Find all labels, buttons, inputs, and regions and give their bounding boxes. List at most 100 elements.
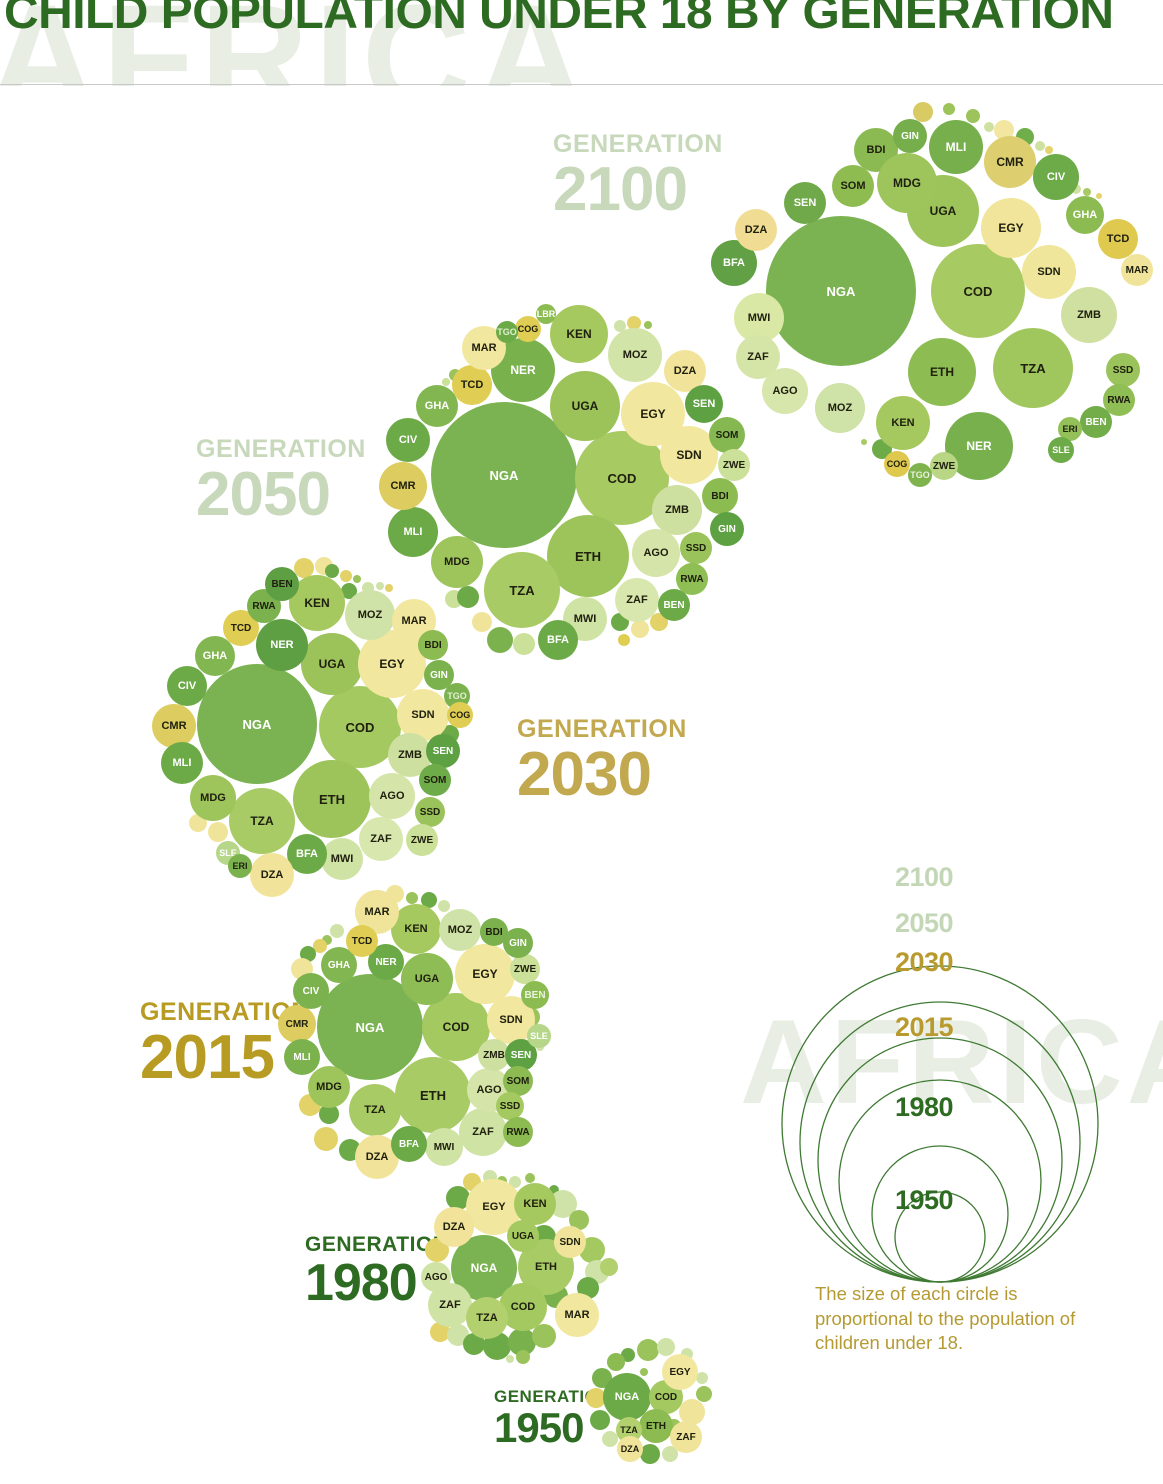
country-bubble-small[interactable] bbox=[325, 564, 339, 578]
country-bubble-MDG[interactable]: MDG bbox=[190, 775, 236, 821]
country-bubble-small[interactable] bbox=[516, 1350, 530, 1364]
country-bubble-small[interactable] bbox=[463, 1333, 485, 1355]
country-bubble-TZA[interactable]: TZA bbox=[349, 1084, 401, 1136]
country-bubble-BEN[interactable]: BEN bbox=[658, 589, 690, 621]
country-bubble-COD[interactable]: COD bbox=[319, 686, 401, 768]
country-bubble-MOZ[interactable]: MOZ bbox=[345, 590, 395, 640]
country-bubble-SOM[interactable]: SOM bbox=[419, 764, 451, 796]
country-bubble-COG[interactable]: COG bbox=[884, 451, 910, 477]
country-bubble-small[interactable] bbox=[294, 558, 314, 578]
country-bubble-SLE[interactable]: SLE bbox=[527, 1024, 551, 1048]
country-bubble-small[interactable] bbox=[506, 1355, 514, 1363]
country-bubble-AGO[interactable]: AGO bbox=[421, 1262, 451, 1292]
country-bubble-EGY[interactable]: EGY bbox=[981, 198, 1041, 258]
country-bubble-small[interactable] bbox=[614, 320, 626, 332]
country-bubble-MLI[interactable]: MLI bbox=[388, 507, 438, 557]
country-bubble-TZA[interactable]: TZA bbox=[466, 1297, 508, 1339]
country-bubble-small[interactable] bbox=[487, 627, 513, 653]
country-bubble-MOZ[interactable]: MOZ bbox=[439, 909, 481, 951]
country-bubble-small[interactable] bbox=[984, 122, 994, 132]
country-bubble-TCD[interactable]: TCD bbox=[452, 365, 492, 405]
country-bubble-GHA[interactable]: GHA bbox=[416, 385, 458, 427]
country-bubble-small[interactable] bbox=[421, 892, 437, 908]
country-bubble-ZMB[interactable]: ZMB bbox=[652, 485, 702, 535]
country-bubble-DZA[interactable]: DZA bbox=[434, 1207, 474, 1247]
country-bubble-MLI[interactable]: MLI bbox=[161, 742, 203, 784]
country-bubble-MAR[interactable]: MAR bbox=[555, 1293, 599, 1337]
country-bubble-MDG[interactable]: MDG bbox=[308, 1066, 350, 1108]
country-bubble-CIV[interactable]: CIV bbox=[1033, 154, 1079, 200]
country-bubble-ZAF[interactable]: ZAF bbox=[359, 817, 403, 861]
country-bubble-MWI[interactable]: MWI bbox=[321, 838, 363, 880]
country-bubble-UGA[interactable]: UGA bbox=[507, 1220, 539, 1252]
country-bubble-SSD[interactable]: SSD bbox=[415, 797, 445, 827]
country-bubble-BEN[interactable]: BEN bbox=[521, 981, 549, 1009]
country-bubble-TGO[interactable]: TGO bbox=[496, 321, 518, 343]
country-bubble-SLE[interactable]: SLE bbox=[1048, 437, 1074, 463]
country-bubble-GHA[interactable]: GHA bbox=[1066, 196, 1104, 234]
country-bubble-small[interactable] bbox=[994, 120, 1014, 140]
country-bubble-small[interactable] bbox=[406, 892, 418, 904]
country-bubble-LBR[interactable]: LBR bbox=[536, 304, 556, 324]
country-bubble-small[interactable] bbox=[627, 316, 641, 330]
country-bubble-small[interactable] bbox=[637, 1339, 659, 1361]
country-bubble-AGO[interactable]: AGO bbox=[632, 529, 680, 577]
country-bubble-ZWE[interactable]: ZWE bbox=[406, 824, 438, 856]
country-bubble-SDN[interactable]: SDN bbox=[397, 689, 449, 741]
country-bubble-MLI[interactable]: MLI bbox=[929, 120, 983, 174]
country-bubble-TGO[interactable]: TGO bbox=[908, 463, 932, 487]
country-bubble-small[interactable] bbox=[590, 1410, 610, 1430]
country-bubble-small[interactable] bbox=[1035, 141, 1045, 151]
country-bubble-ZWE[interactable]: ZWE bbox=[510, 954, 540, 984]
country-bubble-small[interactable] bbox=[1045, 146, 1053, 154]
country-bubble-MLI[interactable]: MLI bbox=[284, 1039, 320, 1075]
country-bubble-small[interactable] bbox=[532, 1324, 556, 1348]
country-bubble-BEN[interactable]: BEN bbox=[265, 567, 299, 601]
country-bubble-small[interactable] bbox=[657, 1338, 675, 1356]
country-bubble-CMR[interactable]: CMR bbox=[379, 462, 427, 510]
country-bubble-RWA[interactable]: RWA bbox=[503, 1117, 533, 1147]
country-bubble-DZA[interactable]: DZA bbox=[250, 853, 294, 897]
country-bubble-TCD[interactable]: TCD bbox=[346, 925, 378, 957]
country-bubble-small[interactable] bbox=[644, 321, 652, 329]
country-bubble-small[interactable] bbox=[1096, 193, 1102, 199]
country-bubble-small[interactable] bbox=[640, 1444, 660, 1464]
country-bubble-MWI[interactable]: MWI bbox=[425, 1128, 463, 1166]
country-bubble-small[interactable] bbox=[618, 634, 630, 646]
country-bubble-ZAF[interactable]: ZAF bbox=[615, 578, 659, 622]
country-bubble-SDN[interactable]: SDN bbox=[1022, 245, 1076, 299]
country-bubble-small[interactable] bbox=[913, 102, 933, 122]
country-bubble-small[interactable] bbox=[457, 586, 479, 608]
country-bubble-small[interactable] bbox=[640, 1368, 648, 1376]
country-bubble-DZA[interactable]: DZA bbox=[617, 1436, 643, 1462]
country-bubble-GIN[interactable]: GIN bbox=[893, 119, 927, 153]
country-bubble-small[interactable] bbox=[696, 1372, 708, 1384]
country-bubble-EGY[interactable]: EGY bbox=[662, 1354, 698, 1390]
country-bubble-small[interactable] bbox=[631, 620, 649, 638]
country-bubble-UGA[interactable]: UGA bbox=[550, 371, 620, 441]
country-bubble-small[interactable] bbox=[525, 1173, 535, 1183]
country-bubble-MOZ[interactable]: MOZ bbox=[608, 328, 662, 382]
country-bubble-small[interactable] bbox=[586, 1388, 606, 1408]
country-bubble-ZWE[interactable]: ZWE bbox=[930, 452, 958, 480]
country-bubble-SSD[interactable]: SSD bbox=[680, 532, 712, 564]
country-bubble-small[interactable] bbox=[313, 939, 327, 953]
country-bubble-small[interactable] bbox=[966, 109, 980, 123]
country-bubble-small[interactable] bbox=[607, 1353, 625, 1371]
country-bubble-small[interactable] bbox=[662, 1446, 678, 1462]
country-bubble-ETH[interactable]: ETH bbox=[395, 1057, 471, 1133]
country-bubble-small[interactable] bbox=[319, 1104, 339, 1124]
country-bubble-DZA[interactable]: DZA bbox=[735, 209, 777, 251]
country-bubble-small[interactable] bbox=[322, 935, 332, 945]
country-bubble-KEN[interactable]: KEN bbox=[514, 1183, 556, 1225]
country-bubble-BFA[interactable]: BFA bbox=[391, 1126, 427, 1162]
country-bubble-SSD[interactable]: SSD bbox=[496, 1092, 524, 1120]
country-bubble-NGA[interactable]: NGA bbox=[197, 664, 317, 784]
country-bubble-ZWE[interactable]: ZWE bbox=[718, 449, 750, 481]
country-bubble-TZA[interactable]: TZA bbox=[993, 328, 1073, 408]
country-bubble-small[interactable] bbox=[330, 924, 344, 938]
country-bubble-small[interactable] bbox=[1071, 184, 1081, 194]
country-bubble-small[interactable] bbox=[861, 439, 867, 445]
country-bubble-COD[interactable]: COD bbox=[931, 244, 1025, 338]
country-bubble-BDI[interactable]: BDI bbox=[702, 478, 738, 514]
